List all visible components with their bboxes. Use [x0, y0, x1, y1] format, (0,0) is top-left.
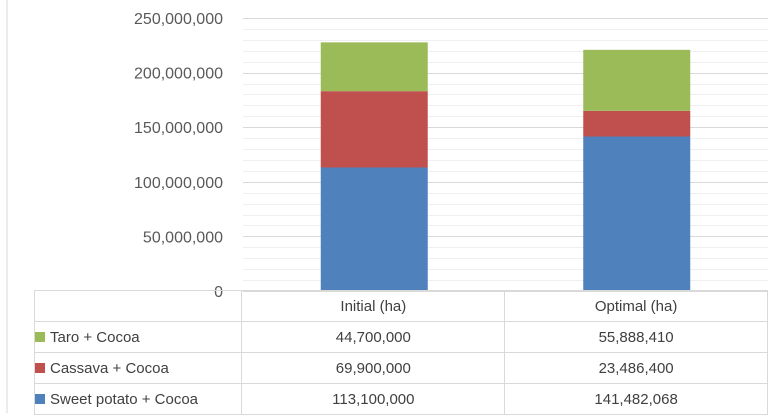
legend-entry-taro-cocoa: Taro + Cocoa: [33, 321, 243, 353]
y-tick-label: 200,000,000: [134, 66, 223, 83]
y-tick-label: 250,000,000: [134, 11, 223, 28]
data-label-sweet-potato-optimal: 141,482,068: [504, 383, 768, 415]
data-label-taro-initial: 44,700,000: [241, 321, 506, 353]
bar-sweet-potato-cocoa-0: [320, 167, 428, 291]
legend-swatch-sweet-potato-cocoa: [35, 393, 45, 404]
bar-cassava-cocoa-1: [583, 110, 691, 137]
bar-sweet-potato-cocoa-1: [583, 136, 691, 291]
data-label-taro-optimal: 55,888,410: [504, 321, 768, 353]
column-header-initial: Initial (ha): [241, 290, 506, 322]
table-row-taro-cocoa: Taro + Cocoa 44,700,000 55,888,410: [33, 321, 768, 353]
table-row-cassava-cocoa: Cassava + Cocoa 69,900,000 23,486,400: [33, 352, 768, 384]
legend-swatch-taro-cocoa: [35, 331, 45, 342]
y-tick-label: 100,000,000: [134, 175, 223, 192]
column-header-optimal: Optimal (ha): [504, 290, 768, 322]
y-tick-label: 150,000,000: [134, 120, 223, 137]
chart-data-table: Initial (ha) Optimal (ha) Taro + Cocoa 4…: [33, 290, 768, 415]
legend-label-sweet-potato-cocoa: Sweet potato + Cocoa: [50, 390, 199, 408]
table-header-row: Initial (ha) Optimal (ha): [33, 290, 768, 322]
bar-taro-cocoa-1: [583, 49, 691, 111]
legend-label-cassava-cocoa: Cassava + Cocoa: [50, 359, 169, 377]
table-corner: [33, 290, 243, 322]
legend-entry-cassava-cocoa: Cassava + Cocoa: [33, 352, 243, 384]
data-label-sweet-potato-initial: 113,100,000: [241, 383, 506, 415]
legend-entry-sweet-potato-cocoa: Sweet potato + Cocoa: [33, 383, 243, 415]
y-tick-label: 50,000,000: [143, 229, 223, 246]
data-label-cassava-initial: 69,900,000: [241, 352, 506, 384]
legend-swatch-cassava-cocoa: [35, 362, 45, 373]
table-row-sweet-potato-cocoa: Sweet potato + Cocoa 113,100,000 141,482…: [33, 383, 768, 415]
legend-label-taro-cocoa: Taro + Cocoa: [50, 328, 140, 346]
bar-taro-cocoa-0: [320, 42, 428, 92]
bar-cassava-cocoa-0: [320, 91, 428, 168]
data-label-cassava-optimal: 23,486,400: [504, 352, 768, 384]
